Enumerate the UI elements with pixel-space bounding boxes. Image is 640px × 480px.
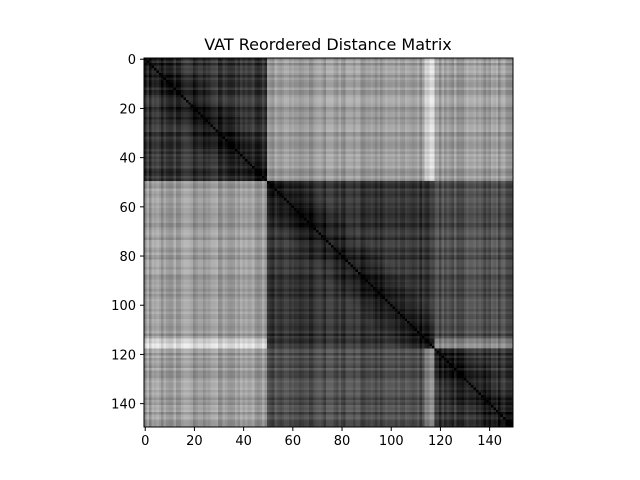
heatmap — [143, 57, 514, 428]
y-tick-label: 40 — [119, 152, 136, 167]
cluster-block — [266, 180, 435, 349]
x-axis: 0 20 40 60 80 100 120 140 — [141, 427, 502, 449]
y-axis: 0 20 40 60 80 100 120 140 — [111, 53, 144, 413]
y-tick-label: 100 — [111, 299, 136, 314]
heatmap-cells — [144, 58, 513, 427]
y-tick-label: 0 — [128, 53, 136, 68]
x-tick-label: 60 — [285, 434, 302, 449]
y-tick-label: 140 — [111, 398, 136, 413]
y-tick-label: 120 — [111, 348, 136, 363]
y-tick-label: 80 — [119, 250, 136, 265]
x-tick-label: 40 — [235, 434, 252, 449]
x-tick-label: 20 — [186, 434, 203, 449]
x-tick-label: 100 — [379, 434, 404, 449]
x-tick-label: 0 — [141, 434, 149, 449]
x-tick-label: 80 — [334, 434, 351, 449]
x-tick-label: 140 — [477, 434, 502, 449]
x-tick-label: 120 — [428, 434, 453, 449]
y-tick-label: 20 — [119, 102, 136, 117]
chart-title: VAT Reordered Distance Matrix — [204, 35, 452, 54]
plot-frame — [143, 57, 514, 428]
y-tick-label: 60 — [119, 201, 136, 216]
